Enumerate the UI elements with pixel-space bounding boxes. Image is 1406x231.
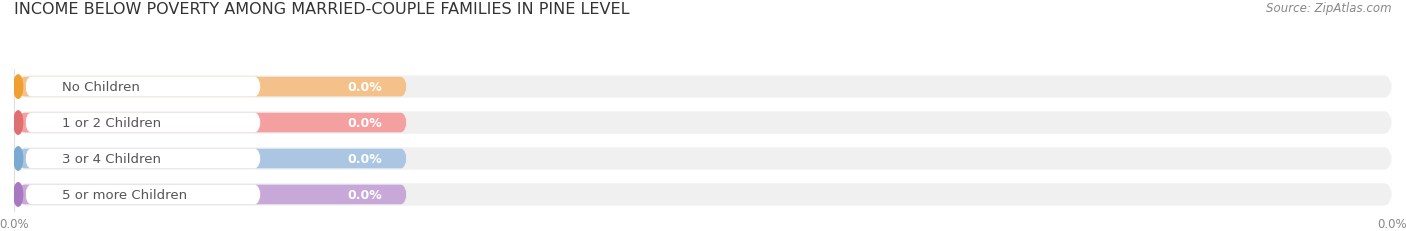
Text: 0.0%: 0.0% [347,188,382,201]
FancyBboxPatch shape [18,185,406,204]
Text: 0.0%: 0.0% [347,81,382,94]
Text: 0.0%: 0.0% [347,116,382,130]
Text: No Children: No Children [62,81,141,94]
Text: 1 or 2 Children: 1 or 2 Children [62,116,162,130]
Text: INCOME BELOW POVERTY AMONG MARRIED-COUPLE FAMILIES IN PINE LEVEL: INCOME BELOW POVERTY AMONG MARRIED-COUPL… [14,2,630,17]
FancyBboxPatch shape [25,149,260,169]
FancyBboxPatch shape [25,185,260,204]
Text: 3 or 4 Children: 3 or 4 Children [62,152,162,165]
Text: 5 or more Children: 5 or more Children [62,188,187,201]
FancyBboxPatch shape [18,112,1392,134]
FancyBboxPatch shape [25,77,260,97]
Circle shape [14,147,22,170]
FancyBboxPatch shape [18,76,1392,98]
FancyBboxPatch shape [18,148,1392,170]
Circle shape [14,111,22,135]
Circle shape [14,183,22,206]
FancyBboxPatch shape [18,183,1392,206]
Text: Source: ZipAtlas.com: Source: ZipAtlas.com [1267,2,1392,15]
FancyBboxPatch shape [25,113,260,133]
Text: 0.0%: 0.0% [347,152,382,165]
Circle shape [14,76,22,99]
FancyBboxPatch shape [18,149,406,169]
FancyBboxPatch shape [18,77,406,97]
FancyBboxPatch shape [18,113,406,133]
